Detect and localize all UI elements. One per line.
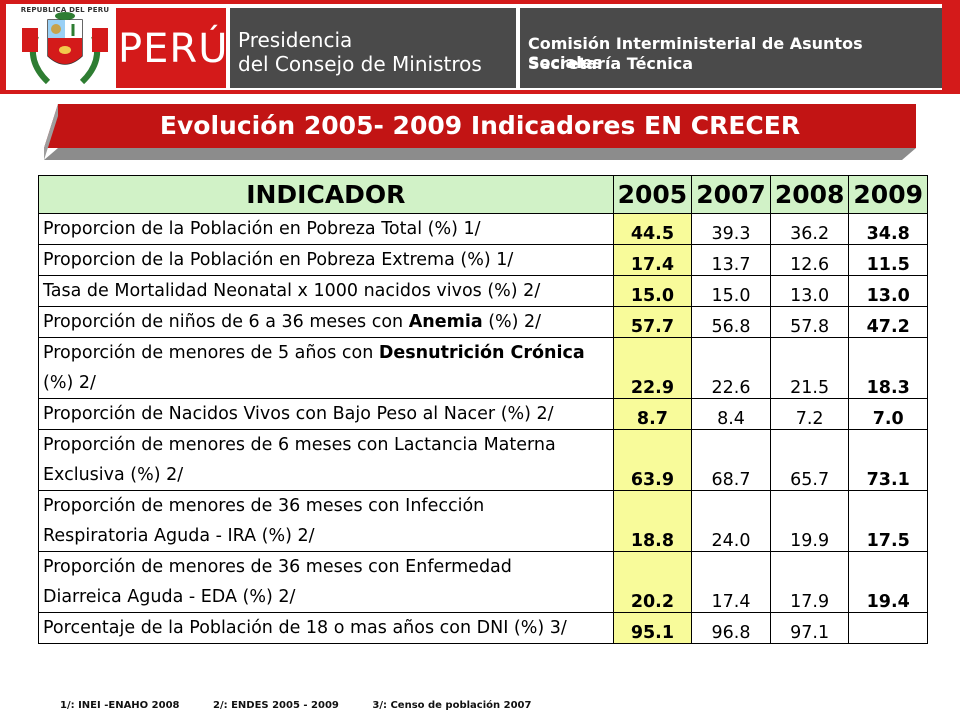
row-label-pre: Proporción de menores de 5 años con xyxy=(43,343,379,363)
crest-caption: REPUBLICA DEL PERU xyxy=(20,6,110,14)
page-title: Evolución 2005- 2009 Indicadores EN CREC… xyxy=(159,111,801,140)
cell-2009 xyxy=(848,612,928,644)
cell-2005: 15.0 xyxy=(612,275,693,307)
cell-2005: 8.7 xyxy=(612,398,693,430)
cell-2007: 17.4 xyxy=(691,551,771,613)
indicators-table: INDICADOR 2005 2007 2008 2009 Proporcion… xyxy=(38,175,928,644)
row-label: Proporción de menores de 36 meses con En… xyxy=(38,551,614,613)
table-row: Proporción de menores de 36 meses con En… xyxy=(38,551,928,613)
cell-2009: 17.5 xyxy=(848,490,928,552)
table-row: Proporción de menores de 5 años con Desn… xyxy=(38,337,928,399)
row-label: Proporción de niños de 6 a 36 meses con … xyxy=(38,306,614,338)
table-row: Proporcion de la Población en Pobreza To… xyxy=(38,213,928,245)
title-bar-shape xyxy=(44,104,916,160)
row-label-line2: Respiratoria Aguda - IRA (%) 2/ xyxy=(43,526,315,546)
cell-2008: 65.7 xyxy=(769,429,850,491)
cell-2007: 13.7 xyxy=(691,244,771,276)
table-row: Proporción de Nacidos Vivos con Bajo Pes… xyxy=(38,398,928,430)
header-2009: 2009 xyxy=(848,175,928,214)
cell-2009: 73.1 xyxy=(848,429,928,491)
cell-2009: 34.8 xyxy=(848,213,928,245)
cell-2007: 15.0 xyxy=(691,275,771,307)
table-row: Proporcion de la Población en Pobreza Ex… xyxy=(38,244,928,276)
row-label-post: (%) 2/ xyxy=(482,312,542,332)
cell-2008: 13.0 xyxy=(769,275,850,307)
cias-line1: Comisión Interministerial de Asuntos Soc… xyxy=(528,34,863,72)
cell-2005: 18.8 xyxy=(612,490,693,552)
table-row: Proporción de niños de 6 a 36 meses con … xyxy=(38,306,928,338)
cell-2007: 56.8 xyxy=(691,306,771,338)
row-label: Proporcion de la Población en Pobreza To… xyxy=(38,213,614,245)
header-indicador: INDICADOR xyxy=(38,175,614,214)
row-label: Proporción de menores de 36 meses con In… xyxy=(38,490,614,552)
cell-2008: 12.6 xyxy=(769,244,850,276)
row-label-line2: Exclusiva (%) 2/ xyxy=(43,465,184,485)
header-2005: 2005 xyxy=(612,175,693,214)
pcm-logo: Presidencia del Consejo de Ministros xyxy=(230,8,516,88)
row-label-post: (%) 2/ xyxy=(43,373,96,393)
row-label: Proporción de menores de 5 años con Desn… xyxy=(38,337,614,399)
cell-2008: 36.2 xyxy=(769,213,850,245)
table-header-row: INDICADOR 2005 2007 2008 2009 xyxy=(38,175,928,214)
row-label: Proporción de Nacidos Vivos con Bajo Pes… xyxy=(38,398,614,430)
cell-2007: 68.7 xyxy=(691,429,771,491)
footnote-1: 1/: INEI -ENAHO 2008 xyxy=(60,700,180,711)
cell-2005: 57.7 xyxy=(612,306,693,338)
cias-line2: Secretaría Técnica xyxy=(528,54,694,73)
cell-2008: 21.5 xyxy=(769,337,850,399)
table-row: Proporción de menores de 36 meses con In… xyxy=(38,490,928,552)
cell-2008: 97.1 xyxy=(769,612,850,644)
header-inner: REPUBLICA DEL PERU PERÚ xyxy=(6,4,942,90)
cell-2007: 39.3 xyxy=(691,213,771,245)
row-label: Proporcion de la Población en Pobreza Ex… xyxy=(38,244,614,276)
footnotes: 1/: INEI -ENAHO 2008 2/: ENDES 2005 - 20… xyxy=(60,700,561,711)
row-label-pre: Proporción de niños de 6 a 36 meses con xyxy=(43,312,409,332)
cell-2005: 17.4 xyxy=(612,244,693,276)
cell-2009: 19.4 xyxy=(848,551,928,613)
peru-logo-text: PERÚ xyxy=(118,26,229,72)
peru-logo: PERÚ xyxy=(116,8,229,88)
row-label: Proporción de menores de 6 meses con Lac… xyxy=(38,429,614,491)
cell-2007: 24.0 xyxy=(691,490,771,552)
footnote-3: 3/: Censo de población 2007 xyxy=(372,700,532,711)
cell-2005: 44.5 xyxy=(612,213,693,245)
cell-2007: 22.6 xyxy=(691,337,771,399)
cell-2008: 7.2 xyxy=(769,398,850,430)
row-label: Tasa de Mortalidad Neonatal x 1000 nacid… xyxy=(38,275,614,307)
coat-of-arms: REPUBLICA DEL PERU xyxy=(18,6,112,90)
pcm-line1: Presidencia xyxy=(238,28,353,52)
row-label-bold: Anemia xyxy=(408,312,483,332)
cell-2007: 96.8 xyxy=(691,612,771,644)
cell-2005: 95.1 xyxy=(612,612,693,644)
cell-2009: 11.5 xyxy=(848,244,928,276)
cell-2005: 22.9 xyxy=(612,337,693,399)
pcm-line2: del Consejo de Ministros xyxy=(238,52,482,76)
coat-of-arms-icon xyxy=(22,12,108,85)
header-2007: 2007 xyxy=(691,175,771,214)
cell-2005: 20.2 xyxy=(612,551,693,613)
footnote-2: 2/: ENDES 2005 - 2009 xyxy=(212,700,339,711)
cell-2008: 57.8 xyxy=(769,306,850,338)
cias-logo: Comisión Interministerial de Asuntos Soc… xyxy=(520,8,942,88)
cell-2007: 8.4 xyxy=(691,398,771,430)
cell-2008: 17.9 xyxy=(769,551,850,613)
title-bar: Evolución 2005- 2009 Indicadores EN CREC… xyxy=(44,104,916,160)
row-label: Porcentaje de la Población de 18 o mas a… xyxy=(38,612,614,644)
table-row: Porcentaje de la Población de 18 o mas a… xyxy=(38,612,928,644)
cell-2009: 13.0 xyxy=(848,275,928,307)
header-banner: REPUBLICA DEL PERU PERÚ xyxy=(0,0,960,94)
row-label-bold: Desnutrición Crónica xyxy=(378,343,585,363)
cell-2009: 7.0 xyxy=(848,398,928,430)
row-label-line1: Proporción de menores de 36 meses con In… xyxy=(43,496,485,516)
row-label-line2: Diarreica Aguda - EDA (%) 2/ xyxy=(43,587,296,607)
header-2008: 2008 xyxy=(769,175,850,214)
table-row: Proporción de menores de 6 meses con Lac… xyxy=(38,429,928,491)
cell-2009: 18.3 xyxy=(848,337,928,399)
row-label-line1: Proporción de menores de 36 meses con En… xyxy=(43,557,512,577)
table-row: Tasa de Mortalidad Neonatal x 1000 nacid… xyxy=(38,275,928,307)
cell-2008: 19.9 xyxy=(769,490,850,552)
cell-2005: 63.9 xyxy=(612,429,693,491)
row-label-line1: Proporción de menores de 6 meses con Lac… xyxy=(43,435,556,455)
cell-2009: 47.2 xyxy=(848,306,928,338)
